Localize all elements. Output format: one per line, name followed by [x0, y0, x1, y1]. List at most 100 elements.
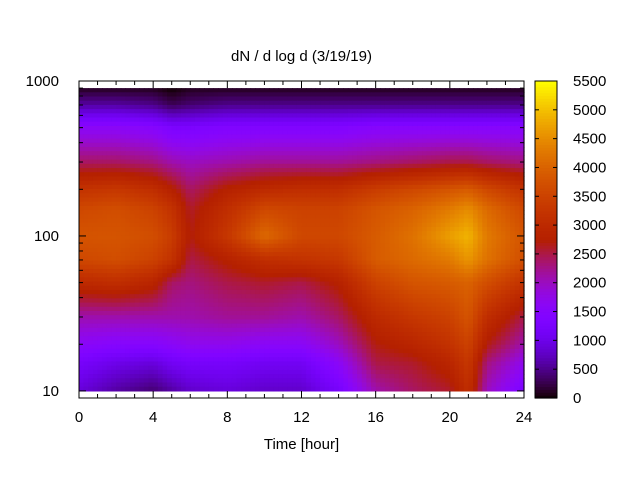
heatmap-cell — [153, 243, 159, 249]
heatmap-cell — [514, 273, 520, 278]
heatmap-cell — [157, 235, 164, 241]
heatmap-cell — [204, 180, 210, 186]
heatmap-cell — [190, 88, 196, 93]
heatmap-cell — [176, 214, 182, 220]
heatmap-cell — [310, 268, 317, 274]
heatmap-cell — [371, 96, 377, 102]
heatmap-cell — [477, 294, 483, 299]
heatmap-cell — [380, 193, 386, 199]
heatmap-cell — [412, 214, 418, 220]
heatmap-cell — [153, 277, 159, 283]
heatmap-cell — [255, 197, 261, 203]
heatmap-cell — [171, 193, 177, 199]
heatmap-cell — [167, 193, 173, 199]
heatmap-cell — [408, 226, 414, 232]
heatmap-cell — [180, 130, 187, 135]
heatmap-cell — [102, 294, 108, 299]
heatmap-cell — [510, 88, 516, 93]
heatmap-cell — [435, 210, 442, 215]
heatmap-cell — [185, 273, 191, 278]
heatmap-cell — [148, 146, 154, 152]
heatmap-cell — [97, 252, 103, 257]
heatmap-cell — [199, 298, 205, 304]
heatmap-cell — [79, 168, 85, 173]
heatmap-cell — [375, 264, 381, 270]
heatmap-cell — [88, 235, 94, 241]
heatmap-cell — [343, 285, 349, 291]
heatmap-cell — [120, 189, 126, 194]
heatmap-cell — [167, 268, 173, 274]
heatmap-cell — [435, 113, 442, 119]
heatmap-cell — [486, 125, 493, 131]
heatmap-cell — [473, 155, 479, 161]
heatmap-cell — [245, 256, 252, 262]
heatmap-cell — [324, 264, 330, 270]
heatmap-cell — [324, 277, 330, 283]
heatmap-cell — [440, 172, 446, 178]
heatmap-cell — [111, 235, 117, 241]
heatmap-cell — [510, 214, 516, 220]
heatmap-cell — [361, 264, 367, 270]
heatmap-cell — [153, 104, 159, 110]
heatmap-cell — [106, 159, 113, 165]
heatmap-cell — [477, 104, 483, 110]
heatmap-cell — [371, 125, 377, 131]
heatmap-cell — [153, 159, 159, 165]
heatmap-cell — [408, 193, 414, 199]
heatmap-cell — [180, 268, 187, 274]
heatmap-cell — [449, 281, 456, 287]
heatmap-cell — [111, 214, 117, 220]
heatmap-cell — [445, 289, 451, 295]
heatmap-cell — [440, 104, 446, 110]
heatmap-cell — [259, 146, 266, 152]
heatmap-cell — [324, 218, 330, 224]
heatmap-cell — [324, 142, 330, 148]
heatmap-cell — [389, 294, 395, 299]
heatmap-cell — [505, 197, 511, 203]
heatmap-cell — [143, 222, 150, 228]
heatmap-cell — [129, 231, 136, 236]
heatmap-cell — [459, 172, 465, 178]
heatmap-cell — [366, 176, 372, 182]
heatmap-cell — [324, 189, 330, 194]
heatmap-cell — [171, 92, 177, 98]
heatmap-cell — [431, 172, 437, 178]
heatmap-cell — [194, 281, 201, 287]
heatmap-cell — [143, 214, 150, 220]
heatmap-cell — [194, 117, 201, 123]
heatmap-cell — [380, 289, 386, 295]
heatmap-cell — [324, 130, 330, 135]
heatmap-cell — [83, 168, 89, 173]
heatmap-cell — [459, 285, 465, 291]
heatmap-cell — [510, 243, 516, 249]
heatmap-cell — [83, 239, 89, 245]
heatmap-cell — [273, 289, 279, 295]
heatmap-cell — [366, 92, 372, 98]
heatmap-cell — [301, 247, 307, 253]
heatmap-cell — [468, 117, 474, 123]
heatmap-cell — [153, 117, 159, 123]
heatmap-cell — [176, 302, 182, 308]
heatmap-cell — [514, 226, 520, 232]
heatmap-cell — [491, 117, 497, 123]
heatmap-cell — [514, 142, 520, 148]
heatmap-cell — [301, 239, 307, 245]
heatmap-cell — [287, 168, 293, 173]
heatmap-cell — [92, 264, 99, 270]
heatmap-cell — [236, 125, 242, 131]
heatmap-cell — [282, 163, 289, 169]
heatmap-cell — [171, 294, 177, 299]
heatmap-cell — [459, 92, 465, 98]
heatmap-cell — [218, 184, 224, 190]
heatmap-cell — [408, 218, 414, 224]
heatmap-cell — [347, 264, 354, 270]
heatmap-cell — [134, 277, 140, 283]
heatmap-cell — [190, 243, 196, 249]
heatmap-cell — [500, 121, 507, 127]
heatmap-cell — [500, 294, 507, 299]
heatmap-cell — [324, 146, 330, 152]
heatmap-cell — [269, 247, 275, 253]
heatmap-cell — [269, 104, 275, 110]
heatmap-cell — [241, 256, 247, 262]
heatmap-cell — [482, 146, 488, 152]
